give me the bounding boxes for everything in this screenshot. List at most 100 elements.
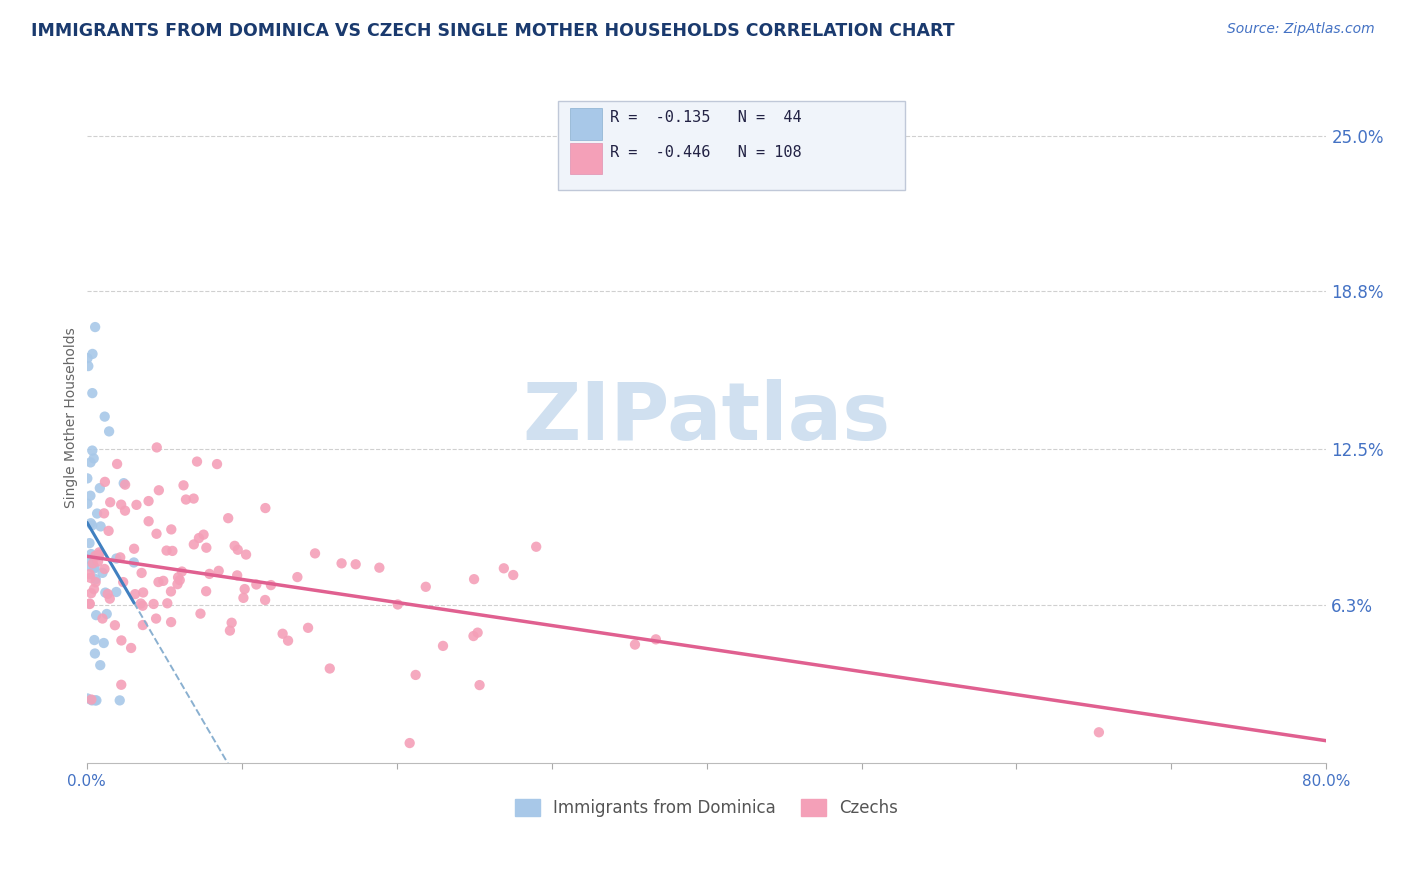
Point: [97, 587, 120, 601]
Point: [398, 736, 420, 750]
Point: [169, 573, 191, 587]
Point: [1088, 725, 1111, 739]
Point: [226, 568, 249, 582]
Point: [82, 443, 104, 458]
Point: [224, 539, 246, 553]
Point: [152, 574, 174, 588]
Point: [80, 516, 103, 531]
Point: [167, 570, 190, 584]
Point: [160, 615, 183, 629]
Point: [84, 320, 107, 334]
Point: [297, 621, 319, 635]
Point: [122, 541, 145, 556]
Point: [91, 611, 114, 625]
Point: [644, 632, 666, 647]
Point: [79, 597, 101, 611]
Point: [245, 577, 267, 591]
Point: [193, 527, 215, 541]
Point: [145, 611, 167, 625]
Point: [87, 554, 110, 568]
Point: [110, 550, 132, 565]
Point: [83, 451, 105, 466]
Point: [463, 572, 485, 586]
Point: [233, 582, 256, 596]
Point: [205, 457, 228, 471]
Point: [79, 455, 101, 469]
Point: [83, 550, 105, 565]
Point: [624, 638, 647, 652]
Point: [79, 597, 101, 611]
Point: [166, 577, 188, 591]
Point: [277, 633, 299, 648]
Point: [432, 639, 454, 653]
Point: [170, 565, 193, 579]
Point: [132, 618, 155, 632]
Text: ZIPatlas: ZIPatlas: [523, 379, 890, 457]
Point: [492, 561, 515, 575]
Point: [217, 511, 239, 525]
Point: [83, 562, 105, 576]
Point: [124, 587, 146, 601]
Point: [138, 514, 160, 528]
Point: [260, 578, 283, 592]
Point: [254, 501, 277, 516]
Point: [368, 560, 391, 574]
Point: [122, 556, 145, 570]
Point: [87, 549, 110, 563]
Point: [129, 597, 152, 611]
Point: [79, 567, 101, 582]
Text: Source: ZipAtlas.com: Source: ZipAtlas.com: [1227, 22, 1375, 37]
Point: [89, 548, 111, 562]
Point: [187, 531, 209, 545]
Point: [183, 491, 205, 506]
Point: [89, 545, 111, 559]
Point: [79, 536, 101, 550]
Point: [98, 425, 121, 439]
Point: [186, 454, 208, 468]
Point: [468, 678, 491, 692]
Point: [80, 586, 103, 600]
Point: [98, 591, 121, 606]
Point: [82, 518, 104, 533]
Point: [330, 557, 353, 571]
Point: [112, 476, 135, 491]
Point: [76, 351, 98, 366]
Point: [84, 693, 107, 707]
Point: [93, 562, 115, 576]
Point: [162, 544, 184, 558]
Point: [76, 691, 98, 706]
Point: [415, 580, 437, 594]
Point: [80, 693, 103, 707]
FancyBboxPatch shape: [569, 143, 602, 175]
Point: [112, 575, 135, 590]
Point: [190, 607, 212, 621]
Point: [83, 633, 105, 648]
Point: [304, 546, 326, 560]
Point: [79, 559, 101, 574]
Point: [93, 409, 115, 424]
Point: [344, 558, 367, 572]
Point: [183, 537, 205, 551]
Point: [90, 519, 112, 533]
Point: [77, 359, 100, 373]
Point: [287, 570, 309, 584]
Point: [174, 492, 197, 507]
Point: [110, 633, 132, 648]
Point: [84, 647, 107, 661]
Point: [76, 497, 98, 511]
Point: [84, 572, 107, 586]
Point: [89, 658, 111, 673]
Point: [86, 507, 108, 521]
Point: [138, 494, 160, 508]
Point: [76, 471, 98, 485]
Point: [114, 477, 136, 491]
FancyBboxPatch shape: [569, 108, 602, 140]
Point: [235, 548, 257, 562]
Point: [108, 693, 131, 707]
Point: [131, 599, 153, 613]
Point: [195, 541, 218, 555]
Point: [98, 495, 121, 509]
Point: [93, 507, 115, 521]
Point: [208, 564, 231, 578]
Point: [524, 540, 547, 554]
